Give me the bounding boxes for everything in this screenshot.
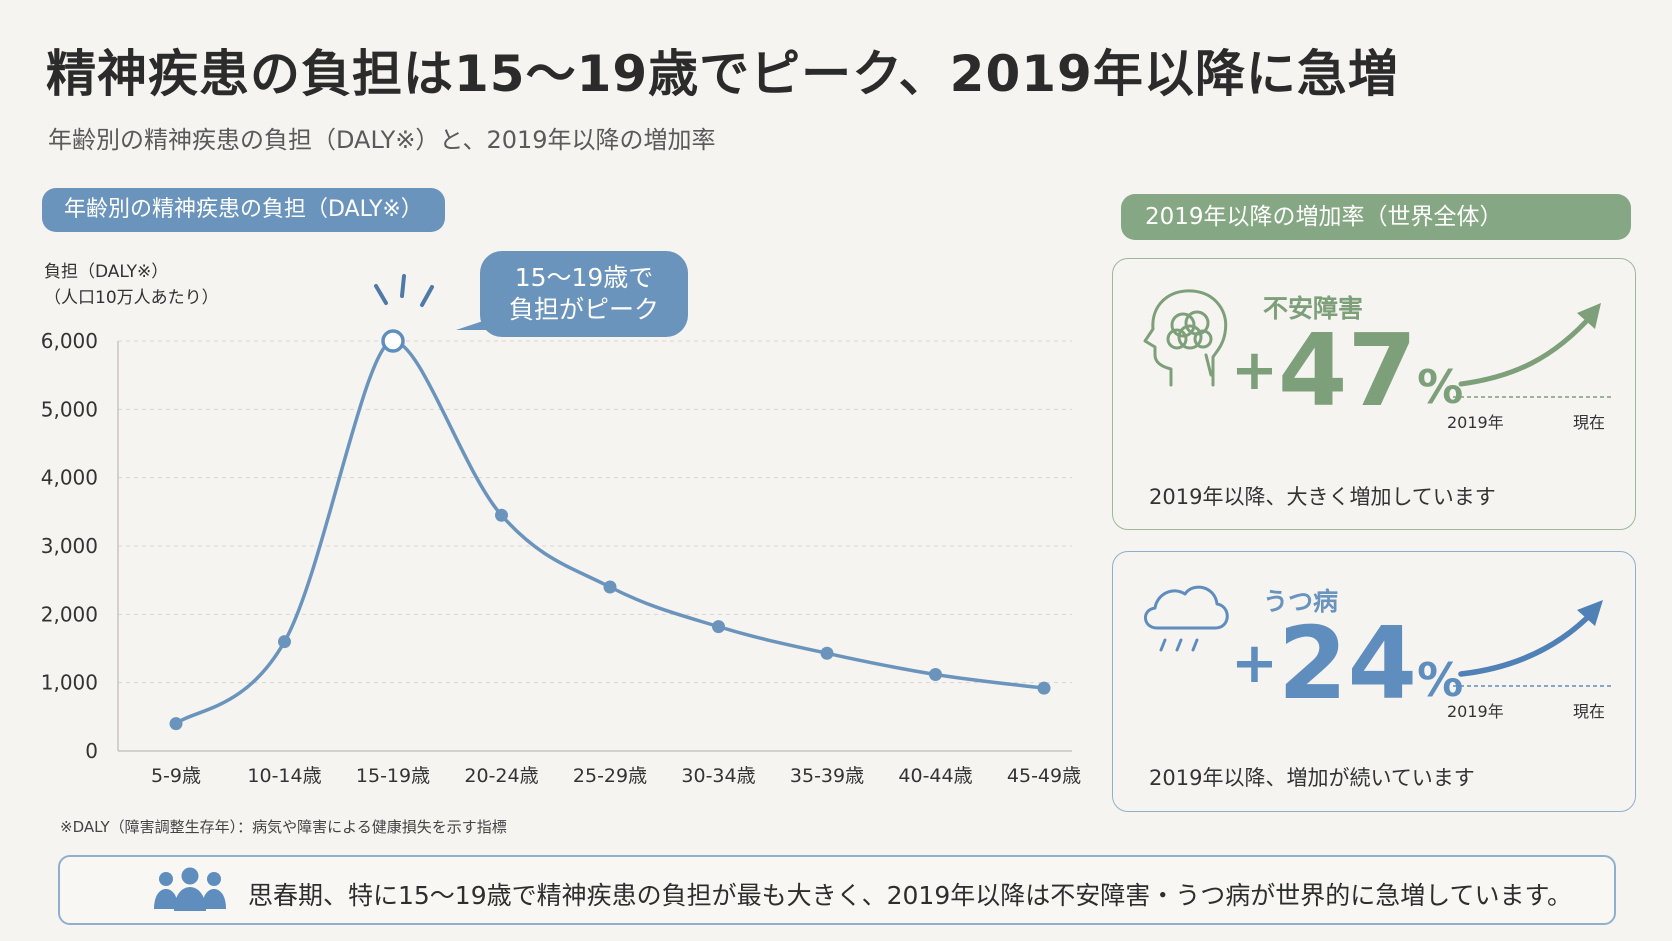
data-point [712, 620, 725, 634]
y-tick-label: 0 [85, 739, 98, 763]
depression-number: 24 [1277, 605, 1418, 722]
x-tick-label: 30-34歳 [681, 765, 755, 787]
y-axis-label-line1: 負担（DALY※） [44, 262, 169, 282]
anxiety-increase: +47% [1231, 321, 1463, 421]
summary-box: 思春期、特に15～19歳で精神疾患の負担が最も大きく、2019年以降は不安障害・… [58, 855, 1616, 925]
depression-from-label: 2019年 [1447, 702, 1504, 721]
data-point [820, 646, 834, 660]
callout-line1: 15～19歳で [514, 263, 654, 292]
x-tick-label: 45-49歳 [1007, 765, 1081, 787]
y-tick-label: 6,000 [41, 329, 98, 353]
x-tick-label: 35-39歳 [790, 765, 864, 787]
series-line [174, 339, 1046, 726]
anxiety-unit: % [1417, 360, 1464, 414]
peak-point [381, 329, 405, 353]
page-subtitle: 年齢別の精神疾患の負担（DALY※）と、2019年以降の増加率 [48, 126, 716, 154]
y-tick-label: 5,000 [41, 397, 98, 421]
depression-trend-arrow-icon [1453, 600, 1613, 687]
anxiety-label: 不安障害 [1263, 294, 1364, 323]
chart-section-label: 年齢別の精神疾患の負担（DALY※） [42, 188, 445, 232]
daly-footnote: ※DALY（障害調整生存年）：病気や障害による健康損失を示す指標 [60, 818, 507, 836]
growth-section-label: 2019年以降の増加率（世界全体） [1121, 194, 1631, 240]
data-point [1037, 681, 1051, 695]
people-group-icon [154, 867, 226, 911]
depression-label: うつ病 [1263, 587, 1339, 616]
data-point [495, 508, 508, 522]
x-tick-label: 20-24歳 [464, 765, 538, 787]
x-tick-label: 5-9歳 [151, 765, 201, 787]
y-tick-label: 3,000 [41, 534, 98, 558]
peak-callout: 15～19歳で 負担がピーク [480, 251, 688, 337]
y-axis-label-line2: （人口10万人あたり） [44, 288, 219, 308]
anxiety-sign: + [1231, 338, 1278, 403]
rain-cloud-icon [1144, 585, 1229, 652]
y-tick-label: 1,000 [41, 671, 98, 695]
x-tick-label: 25-29歳 [573, 765, 647, 787]
depression-unit: % [1417, 653, 1464, 707]
y-tick-label: 2,000 [41, 602, 98, 626]
data-point [278, 635, 291, 649]
anxiety-from-label: 2019年 [1447, 413, 1504, 432]
depression-increase: +24% [1231, 614, 1463, 714]
x-tick-label: 15-19歳 [356, 765, 430, 787]
head-brain-icon [1143, 289, 1228, 387]
peak-emphasis-icon [374, 274, 434, 307]
y-axis-label: 負担（DALY※） （人口10万人あたり） [44, 259, 219, 311]
data-point [929, 667, 942, 681]
anxiety-description: 2019年以降、大きく増加しています [1149, 485, 1496, 509]
depression-to-label: 現在 [1573, 702, 1606, 721]
x-tick-label: 40-44歳 [898, 765, 972, 787]
x-tick-label: 10-14歳 [247, 765, 321, 787]
depression-sign: + [1231, 631, 1278, 696]
anxiety-trend-arrow-icon [1453, 303, 1613, 398]
depression-card: うつ病 +24% 2019年 現在 2019年以降、増加が続いています [1112, 551, 1636, 812]
summary-text: 思春期、特に15～19歳で精神疾患の負担が最も大きく、2019年以降は不安障害・… [248, 881, 1573, 910]
page-title: 精神疾患の負担は15～19歳でピーク、2019年以降に急増 [46, 45, 1399, 103]
anxiety-card: 不安障害 +47% 2019年 現在 2019年以降、大きく増加しています [1112, 258, 1636, 530]
data-point [169, 717, 183, 731]
depression-description: 2019年以降、増加が続いています [1149, 766, 1475, 790]
callout-line2: 負担がピーク [508, 295, 659, 324]
y-tick-label: 4,000 [41, 466, 98, 490]
data-point [603, 580, 617, 594]
anxiety-to-label: 現在 [1573, 413, 1606, 432]
anxiety-number: 47 [1277, 312, 1418, 429]
